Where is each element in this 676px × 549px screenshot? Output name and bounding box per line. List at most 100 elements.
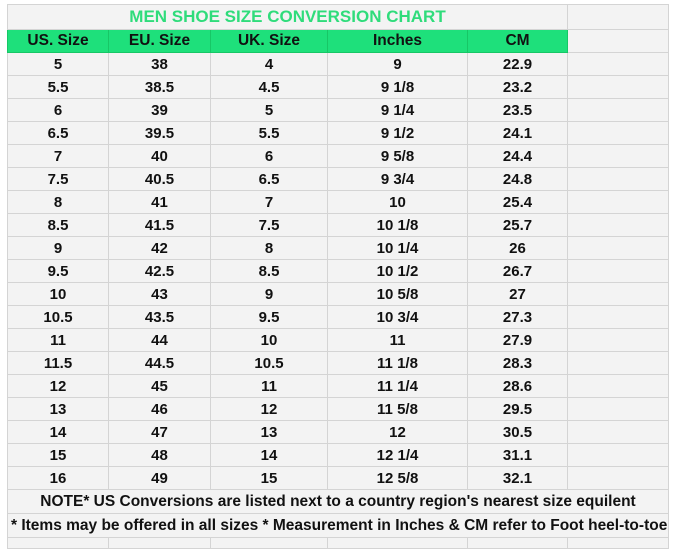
cell-uk-size[interactable]: 7.5	[210, 213, 328, 237]
empty-cell[interactable]	[567, 190, 669, 214]
note-row[interactable]: NOTE* US Conversions are listed next to …	[7, 489, 669, 514]
empty-cell[interactable]	[467, 537, 568, 549]
cell-us-size[interactable]: 9.5	[7, 259, 109, 283]
cell-us-size[interactable]: 9	[7, 236, 109, 260]
cell-uk-size[interactable]: 15	[210, 466, 328, 490]
cell-eu-size[interactable]: 40.5	[108, 167, 211, 191]
cell-uk-size[interactable]: 10	[210, 328, 328, 352]
cell-us-size[interactable]: 10	[7, 282, 109, 306]
cell-inches[interactable]: 10	[327, 190, 468, 214]
cell-cm[interactable]: 28.6	[467, 374, 568, 398]
cell-us-size[interactable]: 11.5	[7, 351, 109, 375]
cell-us-size[interactable]: 12	[7, 374, 109, 398]
cell-cm[interactable]: 27	[467, 282, 568, 306]
cell-inches[interactable]: 11 1/4	[327, 374, 468, 398]
header-uk-size[interactable]: UK. Size	[210, 29, 328, 53]
cell-inches[interactable]: 12	[327, 420, 468, 444]
cell-us-size[interactable]: 5.5	[7, 75, 109, 99]
cell-cm[interactable]: 23.5	[467, 98, 568, 122]
cell-us-size[interactable]: 6.5	[7, 121, 109, 145]
cell-inches[interactable]: 9 1/2	[327, 121, 468, 145]
empty-cell[interactable]	[567, 213, 669, 237]
empty-cell[interactable]	[567, 121, 669, 145]
cell-uk-size[interactable]: 12	[210, 397, 328, 421]
cell-cm[interactable]: 24.4	[467, 144, 568, 168]
cell-cm[interactable]: 28.3	[467, 351, 568, 375]
cell-us-size[interactable]: 8.5	[7, 213, 109, 237]
cell-eu-size[interactable]: 46	[108, 397, 211, 421]
cell-uk-size[interactable]: 4.5	[210, 75, 328, 99]
cell-cm[interactable]: 25.7	[467, 213, 568, 237]
cell-inches[interactable]: 9 1/4	[327, 98, 468, 122]
cell-us-size[interactable]: 10.5	[7, 305, 109, 329]
empty-cell[interactable]	[210, 537, 328, 549]
cell-eu-size[interactable]: 45	[108, 374, 211, 398]
cell-cm[interactable]: 23.2	[467, 75, 568, 99]
cell-eu-size[interactable]: 44	[108, 328, 211, 352]
cell-eu-size[interactable]: 49	[108, 466, 211, 490]
cell-inches[interactable]: 9	[327, 52, 468, 76]
cell-cm[interactable]: 27.9	[467, 328, 568, 352]
cell-us-size[interactable]: 7.5	[7, 167, 109, 191]
header-us-size[interactable]: US. Size	[7, 29, 109, 53]
cell-uk-size[interactable]: 7	[210, 190, 328, 214]
empty-cell[interactable]	[567, 397, 669, 421]
empty-cell[interactable]	[567, 259, 669, 283]
empty-cell[interactable]	[567, 167, 669, 191]
cell-eu-size[interactable]: 43.5	[108, 305, 211, 329]
empty-cell[interactable]	[567, 236, 669, 260]
empty-cell[interactable]	[567, 4, 669, 30]
cell-us-size[interactable]: 8	[7, 190, 109, 214]
chart-title[interactable]: MEN SHOE SIZE CONVERSION CHART	[7, 4, 568, 30]
cell-uk-size[interactable]: 4	[210, 52, 328, 76]
cell-inches[interactable]: 9 5/8	[327, 144, 468, 168]
empty-cell[interactable]	[567, 466, 669, 490]
empty-cell[interactable]	[567, 144, 669, 168]
cell-cm[interactable]: 25.4	[467, 190, 568, 214]
cell-inches[interactable]: 9 3/4	[327, 167, 468, 191]
empty-cell[interactable]	[567, 537, 669, 549]
cell-inches[interactable]: 10 3/4	[327, 305, 468, 329]
cell-inches[interactable]: 11	[327, 328, 468, 352]
cell-inches[interactable]: 9 1/8	[327, 75, 468, 99]
cell-inches[interactable]: 11 1/8	[327, 351, 468, 375]
cell-uk-size[interactable]: 6.5	[210, 167, 328, 191]
cell-uk-size[interactable]: 9.5	[210, 305, 328, 329]
cell-uk-size[interactable]: 8	[210, 236, 328, 260]
cell-cm[interactable]: 30.5	[467, 420, 568, 444]
cell-cm[interactable]: 26.7	[467, 259, 568, 283]
cell-us-size[interactable]: 13	[7, 397, 109, 421]
empty-cell[interactable]	[567, 420, 669, 444]
cell-uk-size[interactable]: 14	[210, 443, 328, 467]
cell-uk-size[interactable]: 5	[210, 98, 328, 122]
cell-eu-size[interactable]: 38.5	[108, 75, 211, 99]
cell-us-size[interactable]: 11	[7, 328, 109, 352]
cell-us-size[interactable]: 7	[7, 144, 109, 168]
cell-eu-size[interactable]: 44.5	[108, 351, 211, 375]
cell-eu-size[interactable]: 48	[108, 443, 211, 467]
header-eu-size[interactable]: EU. Size	[108, 29, 211, 53]
cell-inches[interactable]: 10 1/4	[327, 236, 468, 260]
cell-us-size[interactable]: 5	[7, 52, 109, 76]
cell-cm[interactable]: 27.3	[467, 305, 568, 329]
cell-eu-size[interactable]: 39.5	[108, 121, 211, 145]
cell-uk-size[interactable]: 5.5	[210, 121, 328, 145]
cell-us-size[interactable]: 6	[7, 98, 109, 122]
empty-cell[interactable]	[567, 351, 669, 375]
cell-us-size[interactable]: 14	[7, 420, 109, 444]
cell-eu-size[interactable]: 42.5	[108, 259, 211, 283]
cell-inches[interactable]: 12 5/8	[327, 466, 468, 490]
cell-uk-size[interactable]: 6	[210, 144, 328, 168]
empty-cell[interactable]	[327, 537, 468, 549]
empty-cell[interactable]	[567, 443, 669, 467]
empty-cell[interactable]	[567, 305, 669, 329]
empty-cell[interactable]	[567, 328, 669, 352]
cell-uk-size[interactable]: 9	[210, 282, 328, 306]
empty-cell[interactable]	[567, 98, 669, 122]
header-inches[interactable]: Inches	[327, 29, 468, 53]
cell-cm[interactable]: 26	[467, 236, 568, 260]
cell-eu-size[interactable]: 41.5	[108, 213, 211, 237]
empty-cell[interactable]	[108, 537, 211, 549]
cell-eu-size[interactable]: 41	[108, 190, 211, 214]
cell-uk-size[interactable]: 10.5	[210, 351, 328, 375]
